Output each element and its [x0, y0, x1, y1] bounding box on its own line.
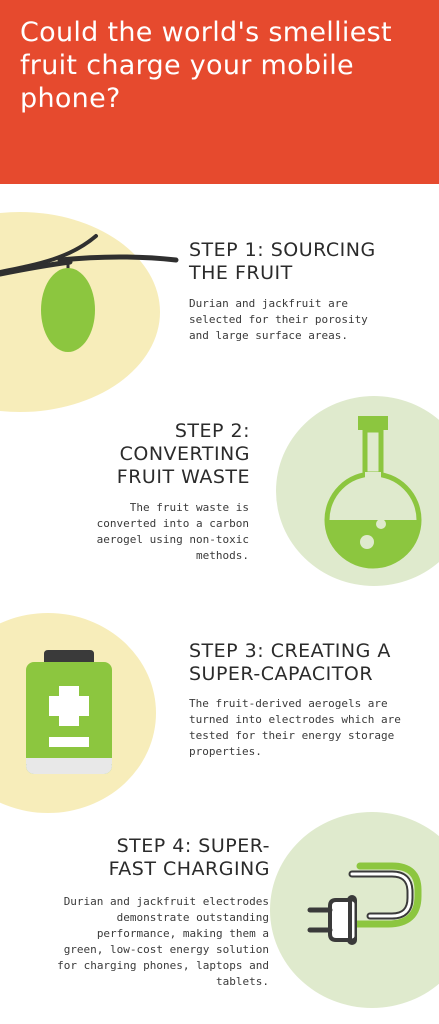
page-title: Could the world's smelliest fruit charge… [20, 17, 392, 114]
step1-title: STEP 1: SOURCING THE FRUIT [189, 239, 376, 284]
fruit-on-branch-icon [0, 234, 179, 352]
battery-icon [26, 650, 112, 774]
plug-icon [307, 862, 422, 945]
header-banner: Could the world's smelliest fruit charge… [0, 0, 439, 184]
step2-body: The fruit waste is converted into a carb… [96, 501, 249, 562]
step3-body: The fruit-derived aerogels are turned in… [189, 697, 401, 758]
step3-title: STEP 3: CREATING A SUPER-CAPACITOR [189, 640, 391, 685]
step4-body: Durian and jackfruit electrodes demonstr… [57, 895, 269, 988]
flask-icon [324, 416, 422, 569]
step1-body: Durian and jackfruit are selected for th… [189, 297, 368, 342]
step4-title: STEP 4: SUPER-FAST CHARGING [108, 835, 270, 880]
step2-title: STEP 2: CONVERTING FRUIT WASTE [116, 420, 250, 488]
